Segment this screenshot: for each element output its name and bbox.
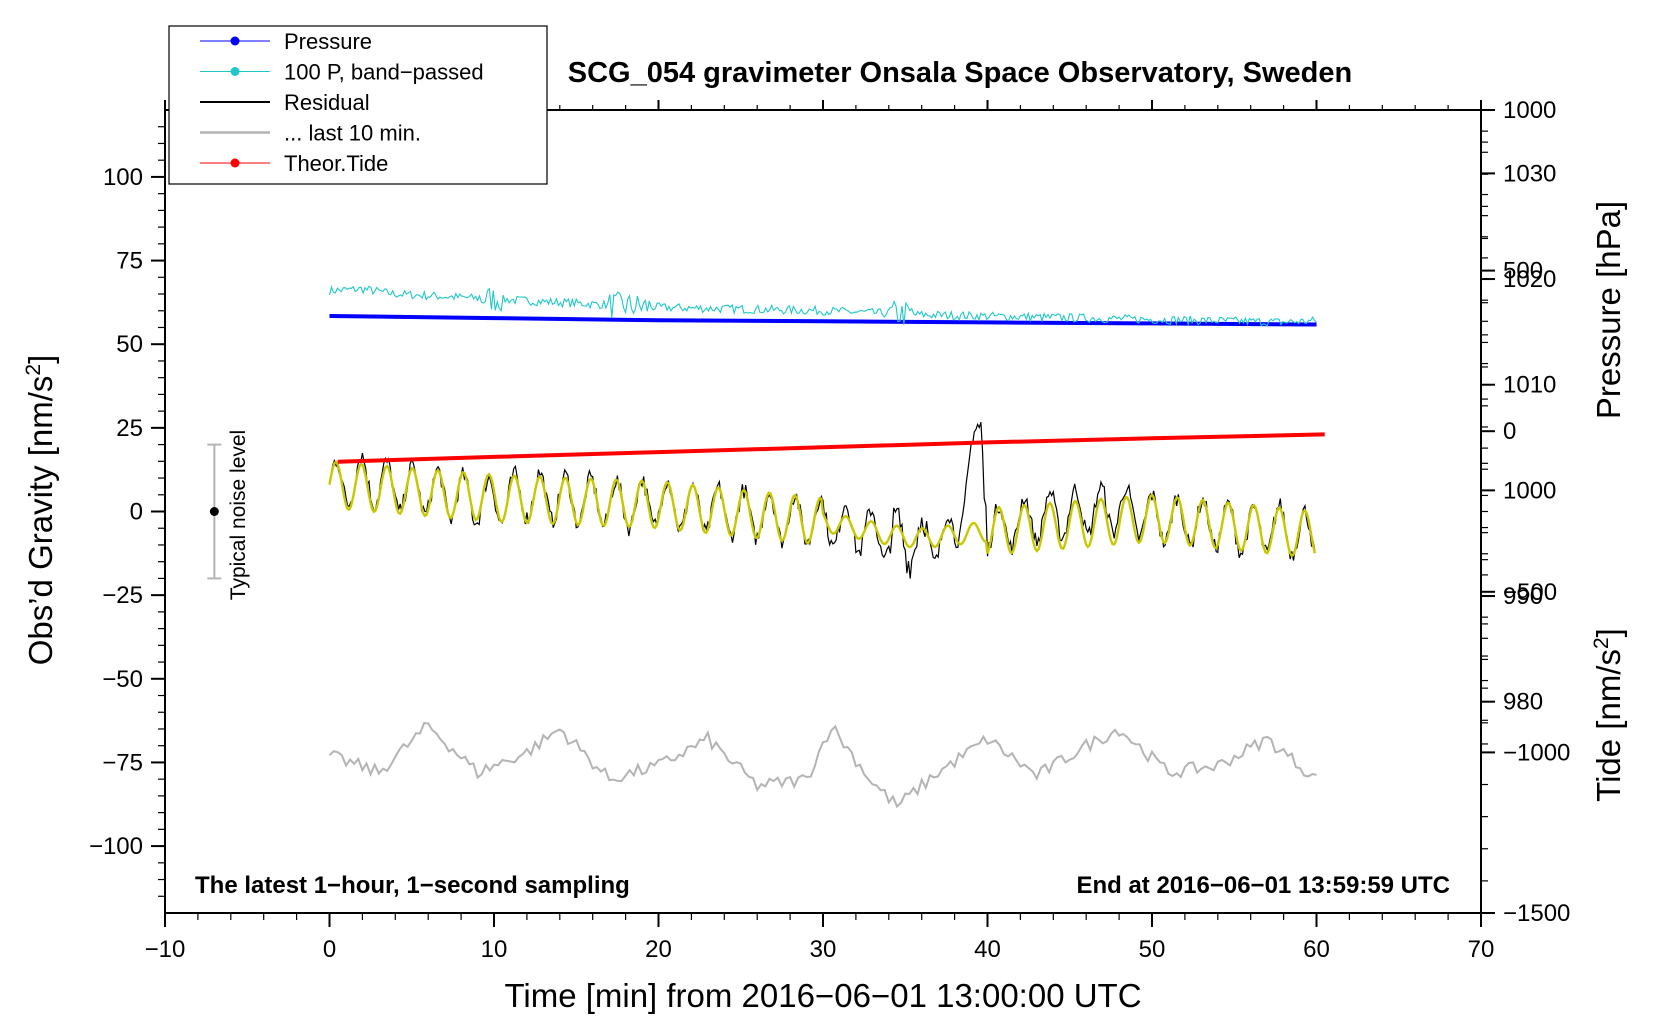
noise-level-label: Typical noise level <box>227 430 250 600</box>
y-tick-label: −75 <box>102 749 143 776</box>
x-tick-label: 30 <box>810 936 837 963</box>
y-tick-label: 100 <box>103 164 143 191</box>
annotation-bottom-left: The latest 1−hour, 1−second sampling <box>195 872 630 899</box>
legend-box <box>168 25 548 185</box>
noise-level-indicator <box>207 443 222 580</box>
y-tick-label: 0 <box>130 499 143 526</box>
pressure-tick-label: 980 <box>1503 689 1543 716</box>
chart-title: SCG_054 gravimeter Onsala Space Observat… <box>568 57 1352 89</box>
x-tick-label: 70 <box>1468 936 1495 963</box>
x-tick-label: 60 <box>1303 936 1330 963</box>
series-last-10-min <box>328 722 1317 809</box>
pressure-tick-label: 1010 <box>1503 372 1556 399</box>
series-pressure <box>329 314 1317 327</box>
annotation-bottom-right: End at 2016−06−01 13:59:59 UTC <box>1076 872 1450 899</box>
tide-tick-label: −1500 <box>1503 900 1570 927</box>
pressure-tick-label: 1000 <box>1503 477 1556 504</box>
x-tick-label: 20 <box>645 936 672 963</box>
tide-tick-label: 1000 <box>1503 97 1556 124</box>
x-tick-label: −10 <box>145 936 186 963</box>
legend-swatch-dot <box>230 36 240 46</box>
y-axis-title-tide: Tide [nm/s2] <box>1590 628 1627 802</box>
axes-layer: −10 0 10 20 30 40 50 60 701007550250−25−50−75−10… <box>89 97 1570 963</box>
x-tick-label: 0 <box>323 936 336 963</box>
y-tick-label: −50 <box>102 666 143 693</box>
y-tick-label: 25 <box>116 415 143 442</box>
legend-label: Pressure <box>284 29 372 54</box>
data-layer <box>328 284 1325 809</box>
x-tick-label: 40 <box>974 936 1001 963</box>
legend-label: ... last 10 min. <box>284 121 421 146</box>
noise-center-dot <box>209 507 219 516</box>
x-tick-label: 10 <box>481 936 508 963</box>
x-axis-title: Time [min] from 2016−06−01 13:00:00 UTC <box>504 977 1141 1014</box>
series-filtered-residual <box>328 460 1317 558</box>
y-tick-label: 75 <box>116 248 143 275</box>
tide-tick-label: 0 <box>1503 418 1516 445</box>
series-theoretical-tide <box>337 432 1325 464</box>
y-tick-label: 50 <box>116 331 143 358</box>
y-axis-title-left-end: ] <box>22 355 59 364</box>
legend-swatch-dot <box>230 158 240 168</box>
y-axis-title-tide-end: ] <box>1590 628 1627 637</box>
y-axis-title-left-sup: 2 <box>22 364 45 376</box>
pressure-tick-label: 1020 <box>1503 266 1556 293</box>
legend-swatch-dot <box>230 67 240 76</box>
tide-tick-label: 500 <box>1503 258 1543 285</box>
y-axis-title-tide-sup: 2 <box>1590 637 1613 649</box>
legend-label: 100 P, band−passed <box>284 60 484 85</box>
tide-tick-label: −1000 <box>1503 739 1570 766</box>
legend-label: Theor.Tide <box>284 151 388 176</box>
y-tick-label: −100 <box>89 833 143 860</box>
legend: Pressure 100 P, band−passed Residual ... la… <box>168 25 548 185</box>
y-axis-title-pressure: Pressure [hPa] <box>1590 201 1627 419</box>
pressure-tick-label: 1030 <box>1503 160 1556 187</box>
y-axis-title-tide-main: Tide [nm/s <box>1590 649 1627 802</box>
legend-label: Residual <box>284 90 370 115</box>
y-tick-label: −25 <box>102 582 143 609</box>
y-axis-title-left: Obs’d Gravity [nm/s2] <box>22 355 59 666</box>
x-tick-label: 50 <box>1139 936 1166 963</box>
pressure-tick-label: 990 <box>1503 583 1543 610</box>
series-band-passed-pressure <box>328 284 1317 327</box>
y-axis-title-left-main: Obs’d Gravity [nm/s <box>22 376 59 666</box>
tide-tick-label: −500 <box>1503 579 1557 606</box>
